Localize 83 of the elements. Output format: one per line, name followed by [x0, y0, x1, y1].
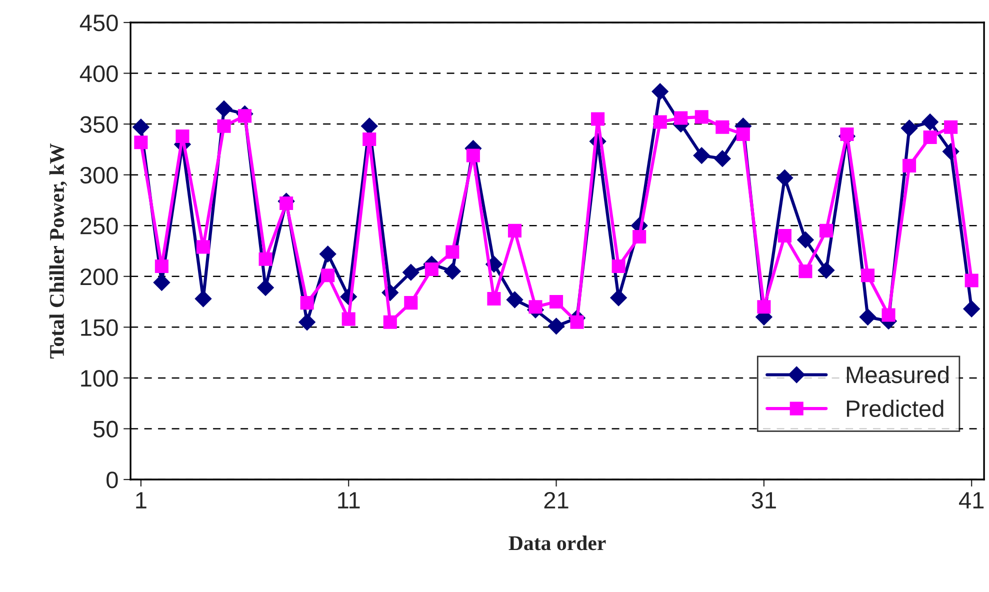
y-tick-label: 200 [80, 268, 118, 286]
point [176, 129, 190, 144]
point [238, 109, 252, 123]
point [757, 300, 771, 314]
point [444, 262, 461, 280]
y-tick-label: 400 [80, 65, 118, 82]
y-tick-label: 0 [106, 472, 118, 488]
point [778, 229, 792, 243]
point [694, 110, 708, 124]
x-tick-label: 31 [752, 492, 776, 509]
point [963, 300, 980, 318]
point [300, 296, 314, 310]
point [216, 100, 232, 118]
point [528, 300, 542, 314]
y-tick-label: 50 [93, 420, 118, 438]
point [819, 224, 833, 238]
point [797, 231, 814, 248]
legend-label: Predicted [846, 400, 944, 418]
point [902, 158, 916, 172]
point [424, 262, 438, 276]
point [360, 118, 378, 134]
point [632, 230, 646, 244]
point [653, 115, 667, 129]
y-tick-label: 250 [80, 218, 118, 234]
point [362, 132, 376, 146]
point [342, 312, 356, 326]
point [548, 318, 565, 335]
point [402, 264, 420, 281]
point [612, 259, 626, 274]
point [258, 252, 272, 266]
point [716, 120, 730, 134]
point [900, 120, 918, 136]
point [776, 170, 794, 186]
x-tick-label: 1 [136, 492, 146, 508]
point [549, 295, 564, 309]
point [132, 118, 150, 136]
point [610, 289, 627, 306]
y-tick-label: 350 [80, 116, 118, 133]
point [280, 196, 294, 210]
point [217, 119, 231, 133]
point [964, 274, 978, 288]
x-tick-label: 21 [544, 492, 568, 508]
point [860, 268, 875, 282]
point [591, 112, 605, 126]
point [383, 315, 397, 329]
point [798, 264, 812, 278]
point [466, 148, 480, 162]
y-tick-label: 300 [80, 166, 118, 184]
x-axis-title: Data order [508, 536, 606, 550]
point [196, 240, 210, 254]
point [818, 262, 835, 279]
point [508, 224, 522, 238]
point [154, 259, 168, 274]
point [570, 315, 584, 329]
point [446, 245, 460, 259]
point [487, 292, 501, 306]
point [882, 308, 896, 322]
point [153, 274, 170, 291]
point [840, 127, 854, 141]
point [506, 291, 524, 308]
point [298, 314, 316, 330]
point [859, 308, 876, 326]
point [923, 130, 937, 144]
x-tick-label: 11 [338, 492, 360, 508]
point [693, 147, 710, 164]
point [194, 290, 212, 308]
point [652, 83, 668, 100]
point [404, 296, 418, 310]
point [922, 114, 938, 130]
y-axis-title: Total Chiller Power, kW [49, 143, 68, 359]
point [321, 268, 335, 282]
point [714, 150, 731, 167]
point [674, 111, 688, 125]
y-tick-label: 450 [80, 14, 118, 32]
point [944, 120, 958, 134]
point [134, 136, 148, 150]
x-tick-label: 41 [959, 492, 984, 508]
point [319, 246, 336, 262]
y-tick-label: 100 [81, 370, 118, 387]
point [736, 127, 750, 141]
legend-label: Measured [846, 366, 948, 384]
point [257, 279, 274, 296]
y-tick-label: 150 [81, 319, 118, 336]
